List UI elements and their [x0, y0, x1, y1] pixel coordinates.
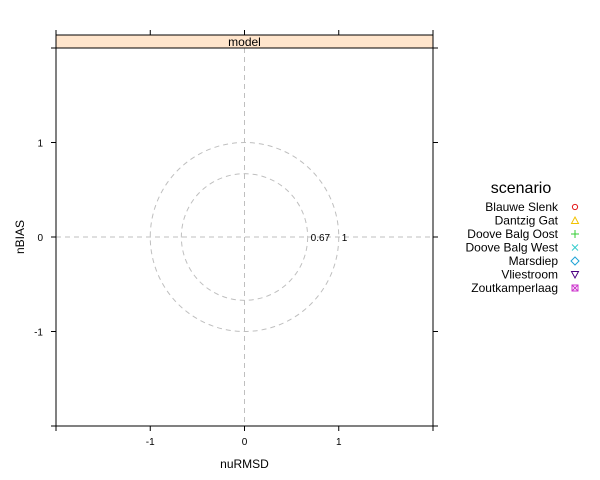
x-tick-label-1: 0: [242, 437, 248, 448]
legend-entry-label: Blauwe Slenk: [485, 200, 559, 214]
legend-entry: Doove Balg West: [466, 241, 579, 255]
legend-entry: Dantzig Gat: [495, 214, 580, 228]
legend-symbol-square-cross-icon: [571, 284, 579, 292]
legend-entry-label: Vliestroom: [501, 268, 558, 282]
legend-entry: Vliestroom: [501, 268, 580, 282]
reference-circle-0: [180, 173, 309, 301]
reference-circle-label-0: 0.67: [311, 233, 331, 244]
legend-symbol-triangle-icon: [570, 215, 580, 224]
x-tick-label-2: 1: [336, 437, 342, 448]
strip-label: model: [228, 35, 261, 49]
y-axis-title: nBIAS: [13, 220, 27, 254]
legend-symbol-plus-icon: [571, 230, 579, 238]
x-axis-title: nuRMSD: [220, 457, 269, 471]
legend-symbol-triangle-down-icon: [570, 271, 580, 280]
legend-symbol-cross-icon: [571, 244, 579, 251]
legend-entry-label: Zoutkamperlaag: [471, 281, 558, 295]
legend-entry-label: Doove Balg Oost: [467, 227, 558, 241]
reference-circle-label-1: 1: [342, 233, 348, 244]
legend-title: scenario: [491, 180, 552, 197]
legend-entry: Marsdiep: [509, 254, 580, 268]
legend-symbol-diamond-icon: [570, 256, 580, 266]
y-tick-label-0: -1: [34, 328, 43, 339]
x-tick-label-0: -1: [146, 437, 155, 448]
y-tick-label-2: 1: [37, 139, 43, 150]
legend-entry: Doove Balg Oost: [467, 227, 579, 241]
legend-entry: Blauwe Slenk: [485, 200, 579, 214]
legend-entry-label: Doove Balg West: [466, 241, 559, 255]
y-tick-label-1: 0: [37, 233, 43, 244]
legend-entry-label: Dantzig Gat: [495, 214, 559, 228]
legend-entry: Zoutkamperlaag: [471, 281, 579, 295]
legend-symbol-circle-icon: [571, 203, 579, 211]
reference-circle-1: [149, 142, 340, 332]
legend-entry-label: Marsdiep: [509, 254, 559, 268]
